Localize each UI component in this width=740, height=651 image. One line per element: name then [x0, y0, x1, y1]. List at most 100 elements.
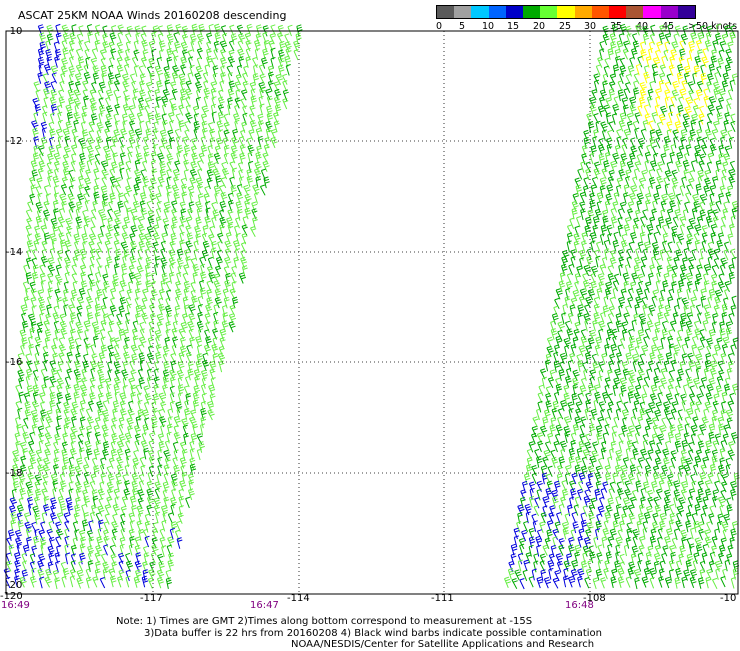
wind-barb: [582, 505, 588, 517]
wind-barb: [191, 23, 198, 36]
wind-barb: [156, 56, 162, 69]
wind-barb: [138, 528, 144, 541]
wind-barb: [585, 433, 591, 445]
wind-barb: [54, 48, 62, 61]
wind-barb: [631, 319, 637, 332]
scale-swatch: [437, 6, 455, 18]
wind-barb: [698, 160, 705, 172]
wind-barb: [214, 32, 221, 44]
wind-barb: [607, 176, 615, 188]
wind-barb: [66, 368, 73, 380]
wind-barb: [45, 568, 53, 580]
wind-barb: [270, 136, 278, 149]
wind-barb: [128, 377, 135, 389]
wind-barb: [32, 97, 39, 109]
wind-barb: [609, 353, 616, 365]
wind-barb: [169, 369, 177, 381]
wind-barb: [125, 560, 134, 572]
wind-barb: [175, 23, 182, 36]
wind-barb: [685, 457, 693, 470]
wind-barb: [132, 96, 138, 109]
lon-label: -108: [583, 593, 606, 604]
wind-barb: [673, 344, 681, 356]
wind-barb: [34, 336, 42, 348]
wind-barb: [717, 520, 723, 533]
wind-barb: [595, 425, 603, 437]
wind-barb: [694, 455, 702, 468]
wind-barb: [673, 352, 679, 364]
wind-barb: [648, 440, 655, 452]
wind-barb: [47, 264, 56, 276]
wind-barb: [696, 136, 703, 149]
wind-barb: [278, 64, 285, 77]
wind-barb: [651, 208, 658, 221]
wind-barb: [124, 480, 131, 492]
wind-barb: [706, 161, 712, 174]
wind-barb: [604, 377, 611, 389]
wind-barb: [597, 56, 604, 68]
wind-barb: [717, 496, 726, 508]
wind-barb: [645, 408, 652, 420]
wind-barb: [30, 159, 38, 172]
wind-barb: [552, 400, 560, 413]
wind-barb: [729, 536, 736, 549]
wind-barb: [654, 504, 662, 517]
wind-barb: [681, 176, 687, 189]
wind-barb: [56, 415, 62, 428]
wind-barb: [209, 393, 216, 405]
scale-swatch: [454, 6, 472, 18]
wind-barb: [697, 521, 704, 533]
wind-barb: [235, 89, 241, 101]
wind-barb: [189, 336, 196, 349]
wind-barb: [246, 168, 253, 181]
wind-barb: [559, 271, 566, 284]
wind-barb: [220, 72, 227, 84]
wind-barb: [177, 361, 185, 373]
wind-barb: [593, 296, 599, 309]
wind-barb: [615, 320, 623, 333]
wind-barb: [205, 304, 213, 316]
wind-barb: [38, 63, 44, 76]
wind-barb: [692, 288, 698, 301]
wind-barb: [94, 177, 100, 190]
wind-barb: [718, 49, 724, 62]
wind-barb: [79, 384, 88, 396]
wind-barb: [192, 399, 200, 412]
wind-barb: [693, 520, 700, 533]
wind-barb: [148, 57, 156, 70]
wind-barb: [157, 456, 163, 469]
wind-barb: [628, 335, 636, 348]
wind-barb: [169, 385, 175, 398]
wind-barb: [73, 89, 82, 101]
wind-barb: [43, 504, 50, 516]
wind-barb: [551, 456, 559, 469]
wind-barb: [609, 257, 617, 269]
wind-barb: [612, 280, 619, 292]
wind-barb: [136, 136, 142, 149]
wind-barb: [721, 80, 729, 92]
wind-barb: [599, 496, 605, 508]
wind-barb: [616, 400, 622, 413]
wind-barb: [517, 552, 523, 565]
wind-barb: [677, 472, 683, 485]
wind-barb: [32, 152, 40, 165]
wind-barb: [108, 200, 114, 213]
wind-barb: [94, 31, 100, 44]
wind-barb: [200, 407, 207, 420]
wind-barb: [213, 311, 219, 324]
wind-barb: [113, 337, 121, 349]
wind-barb: [134, 176, 142, 189]
wind-barb: [733, 472, 740, 485]
wind-barb: [547, 432, 554, 445]
wind-barb: [631, 272, 639, 284]
wind-barb: [285, 47, 292, 60]
wind-barb: [147, 577, 155, 589]
wind-barb: [106, 224, 114, 236]
wind-barb: [709, 185, 716, 197]
wind-barb: [552, 496, 559, 508]
wind-barb: [29, 176, 36, 188]
wind-barb: [663, 360, 670, 373]
wind-barb: [556, 560, 563, 573]
wind-barb: [566, 328, 574, 340]
wind-barb: [178, 73, 186, 85]
